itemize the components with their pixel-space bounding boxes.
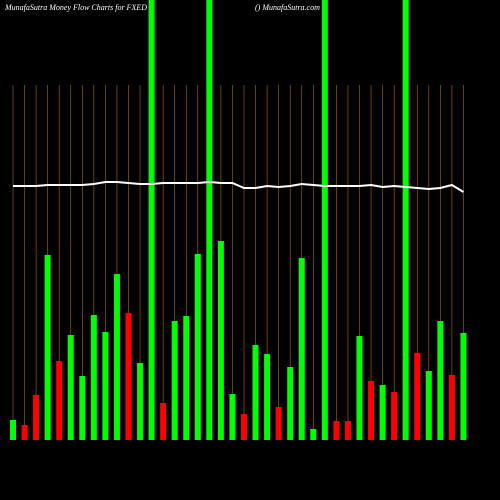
- bar: [414, 353, 421, 440]
- bar: [241, 414, 247, 440]
- bar: [21, 425, 28, 440]
- bar: [217, 241, 224, 440]
- bar: [194, 254, 201, 440]
- line: [13, 180, 464, 193]
- bar: [368, 381, 375, 440]
- bar: [310, 429, 317, 440]
- bar: [125, 313, 132, 440]
- bar: [160, 403, 167, 440]
- bar: [437, 321, 444, 440]
- bar: [402, 0, 409, 440]
- bar: [275, 407, 282, 440]
- bar: [79, 376, 86, 440]
- chart-subtitle: () MunafaSutra.com: [255, 3, 320, 12]
- bar: [229, 394, 236, 440]
- bar: [448, 375, 455, 440]
- bar: [298, 258, 305, 440]
- bar: [67, 335, 74, 440]
- bar: [137, 363, 144, 440]
- bar: [102, 332, 109, 440]
- bar: [344, 421, 351, 440]
- bar: [171, 321, 178, 440]
- bar: [321, 0, 328, 440]
- chart-title: MunafaSutra Money Flow Charts for FXED: [4, 3, 147, 12]
- bar: [113, 274, 120, 440]
- bar: [356, 336, 363, 440]
- bar: [206, 0, 213, 440]
- bar: [44, 255, 51, 440]
- bar: [287, 367, 294, 440]
- bar: [333, 421, 340, 440]
- bar: [56, 361, 63, 440]
- bar: [90, 315, 97, 440]
- bar: [264, 354, 271, 440]
- bar: [391, 392, 398, 440]
- bar: [33, 395, 40, 440]
- bar: [425, 371, 432, 440]
- bar: [183, 316, 190, 440]
- bar: [148, 0, 155, 440]
- bar: [460, 333, 467, 440]
- bar: [10, 420, 16, 440]
- bar: [252, 345, 259, 440]
- bar: [379, 385, 386, 440]
